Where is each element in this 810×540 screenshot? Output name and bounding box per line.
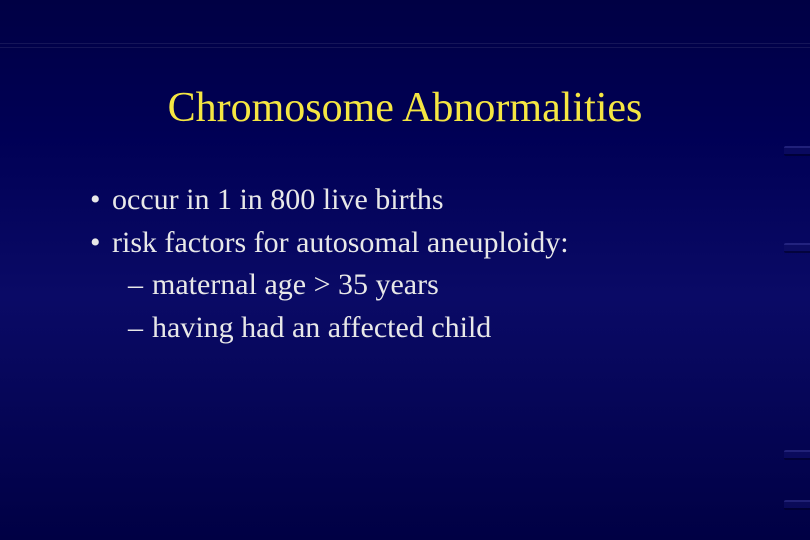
bullet-text: occur in 1 in 800 live births [112,180,444,221]
bullet-item: • risk factors for autosomal aneuploidy: [90,223,750,264]
subbullet-marker: – [128,265,152,306]
bullet-item: • occur in 1 in 800 live births [90,180,750,221]
subbullet-item: – maternal age > 35 years [128,265,750,306]
subbullet-marker: – [128,308,152,349]
top-rule [0,43,810,44]
top-rule-group [0,40,810,52]
side-tick [784,450,810,460]
side-tick [784,500,810,510]
slide-title: Chromosome Abnormalities [0,84,810,132]
side-tick [784,146,810,156]
subbullet-item: – having had an affected child [128,308,750,349]
subbullet-text: having had an affected child [152,308,491,349]
subbullet-text: maternal age > 35 years [152,265,439,306]
bullet-text: risk factors for autosomal aneuploidy: [112,223,569,264]
bullet-marker: • [90,180,112,221]
top-rule [0,47,810,48]
slide: Chromosome Abnormalities • occur in 1 in… [0,0,810,540]
slide-body: • occur in 1 in 800 live births • risk f… [90,180,750,350]
bullet-marker: • [90,223,112,264]
side-tick [784,243,810,253]
